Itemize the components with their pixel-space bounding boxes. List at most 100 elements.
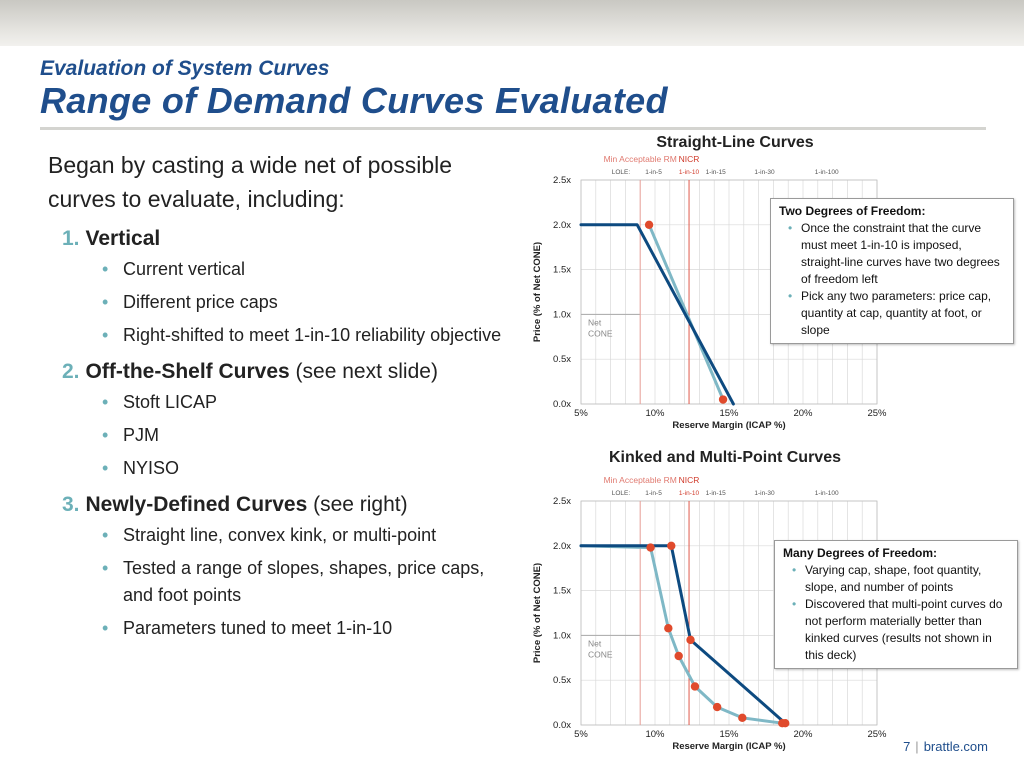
body-text: Began by casting a wide net of possible … <box>48 148 518 650</box>
min-rm-label: Min Acceptable RM <box>604 154 677 164</box>
footer-separator: | <box>915 739 919 754</box>
data-point <box>686 635 695 645</box>
bullet-text: Different price caps <box>123 292 278 312</box>
nicr-label: NICR <box>679 154 700 164</box>
x-tick-label: 20% <box>793 729 813 740</box>
bullet-dot-icon: • <box>102 325 109 345</box>
lole-tick-label: 1-in-15 <box>706 169 727 176</box>
lole-tick-label: 1-in-15 <box>706 490 727 497</box>
callout-text: Discovered that multi-point curves do no… <box>805 597 1003 662</box>
x-tick-label: 5% <box>574 408 588 419</box>
callout-item: • Once the constraint that the curve must… <box>788 220 1005 288</box>
bullet-text: Current vertical <box>123 259 246 279</box>
lole-tick-label: 1-in-30 <box>754 169 775 176</box>
lole-tick-label: 1-in-10 <box>679 490 700 497</box>
lole-tick-label: 1-in-5 <box>645 490 662 497</box>
x-axis-label: Reserve Margin (ICAP %) <box>672 741 785 752</box>
bullet-item: • Current vertical <box>102 256 518 283</box>
data-point <box>718 395 728 404</box>
callout-text: Varying cap, shape, foot quantity, slope… <box>805 563 982 594</box>
lole-tick-label: 1-in-100 <box>815 169 839 176</box>
callout-text: Once the constraint that the curve must … <box>801 221 1000 286</box>
x-tick-label: 20% <box>793 408 813 419</box>
min-rm-label: Min Acceptable RM <box>604 475 677 485</box>
bullet-dot-icon: • <box>102 525 109 545</box>
y-tick-label: 0.0x <box>553 399 571 410</box>
data-point <box>664 624 673 633</box>
callout-item: • Varying cap, shape, foot quantity, slop… <box>792 562 1009 596</box>
lole-tick-label: 1-in-10 <box>679 169 700 176</box>
net-cone-label: Net <box>588 638 602 648</box>
data-point <box>667 541 676 550</box>
bullet-dot-icon: • <box>102 425 109 445</box>
lole-tick-label: 1-in-100 <box>815 490 839 497</box>
lole-label: LOLE: <box>612 169 631 176</box>
footer-site: brattle.com <box>923 739 988 754</box>
section-heading: 2. Off-the-Shelf Curves (see next slide) <box>48 357 518 387</box>
nicr-label: NICR <box>679 475 700 485</box>
callout-list: • Once the constraint that the curve must… <box>779 220 1005 339</box>
section-heading: 3. Newly-Defined Curves (see right) <box>48 490 518 520</box>
y-tick-label: 1.0x <box>553 309 571 320</box>
y-tick-label: 2.0x <box>553 220 571 231</box>
y-tick-label: 2.5x <box>553 496 571 507</box>
chart-title-straight: Straight-Line Curves <box>656 134 814 151</box>
y-tick-label: 2.5x <box>553 175 571 186</box>
data-point <box>738 713 747 723</box>
data-point <box>690 682 700 691</box>
y-tick-label: 1.0x <box>553 630 571 641</box>
bullet-text: Parameters tuned to meet 1-in-10 <box>123 618 393 638</box>
callout-text: Pick any two parameters: price cap, quan… <box>801 289 992 337</box>
net-cone-label: Net <box>588 317 602 327</box>
lole-tick-label: 1-in-5 <box>645 169 662 176</box>
section-heading-rest: (see right) <box>307 493 408 516</box>
intro-paragraph: Began by casting a wide net of possible … <box>48 152 453 212</box>
bullet-list: • Current vertical • Different price caps … <box>48 256 518 349</box>
slide-footer: 7 | brattle.com <box>903 739 988 754</box>
bullet-text: Straight line, convex kink, or multi-poi… <box>123 525 437 545</box>
series-line <box>579 544 784 725</box>
bullet-item: • Different price caps <box>102 289 518 316</box>
data-point <box>778 719 787 728</box>
callout-list: • Varying cap, shape, foot quantity, slop… <box>783 562 1009 664</box>
callout-two-degrees: Two Degrees of Freedom: • Once the constr… <box>770 198 1014 344</box>
y-tick-label: 0.0x <box>553 720 571 731</box>
section-heading-rest: (see next slide) <box>289 360 438 383</box>
bullet-item: • Right-shifted to meet 1-in-10 reliabili… <box>102 322 518 349</box>
data-point <box>712 702 722 712</box>
bullet-dot-icon: • <box>102 618 109 638</box>
slide-supertitle: Evaluation of System Curves <box>40 57 330 80</box>
bullet-dot-icon: • <box>102 458 109 478</box>
data-point <box>644 220 654 229</box>
net-cone-label: CONE <box>588 328 613 338</box>
y-tick-label: 0.5x <box>553 354 571 365</box>
x-tick-label: 5% <box>574 729 588 740</box>
slide-title: Range of Demand Curves Evaluated <box>40 80 668 121</box>
x-tick-label: 10% <box>645 408 665 419</box>
bullet-dot-icon: • <box>792 563 797 577</box>
y-axis-label: Price (% of Net CONE) <box>532 242 543 342</box>
bullet-dot-icon: • <box>102 392 109 412</box>
bullet-text: Stoft LICAP <box>123 392 218 412</box>
bullet-dot-icon: • <box>788 221 793 235</box>
page-number: 7 <box>903 739 911 754</box>
section-newly-defined: 3. Newly-Defined Curves (see right) • Stra… <box>48 490 518 642</box>
series-line <box>647 223 725 401</box>
callout-item: • Pick any two parameters: price cap, qua… <box>788 288 1005 339</box>
bullet-item: • Tested a range of slopes, shapes, price… <box>102 555 518 609</box>
y-tick-label: 0.5x <box>553 675 571 686</box>
x-tick-label: 25% <box>867 408 887 419</box>
chart-title-kinked: Kinked and Multi-Point Curves <box>608 449 841 466</box>
data-point <box>646 543 655 552</box>
bullet-text: NYISO <box>123 458 180 478</box>
section-heading-bold: Newly-Defined Curves <box>85 493 308 516</box>
callout-many-degrees: Many Degrees of Freedom: • Varying cap, s… <box>774 540 1018 669</box>
x-tick-label: 10% <box>645 729 665 740</box>
series-line <box>579 223 735 406</box>
data-point <box>674 651 683 661</box>
bullet-dot-icon: • <box>788 289 793 303</box>
section-number: 1. <box>62 227 80 250</box>
section-off-the-shelf: 2. Off-the-Shelf Curves (see next slide) … <box>48 357 518 482</box>
bullet-text: Right-shifted to meet 1-in-10 reliabilit… <box>123 325 502 345</box>
